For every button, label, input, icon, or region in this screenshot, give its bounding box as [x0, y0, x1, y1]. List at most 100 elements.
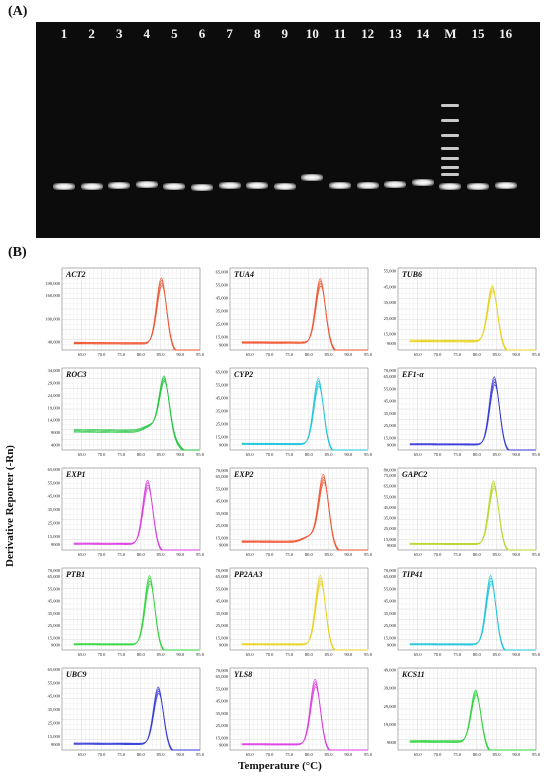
plot-frame: [61, 667, 201, 751]
melt-curve-svg: 65.0 70.0 75.0 80.0 85.0 90.0 95.0 9000 15,000 25…: [216, 667, 373, 757]
lane-label: 14: [416, 26, 430, 41]
gene-name: YLS8: [234, 670, 252, 679]
melt-curve-plot: 65.0 70.0 75.0 80.0 85.0 90.0 95.0 9000 15,000 25…: [204, 462, 374, 560]
ladder-band: [441, 173, 460, 177]
melt-curve-line: [241, 686, 368, 751]
y-tick-label: 34,000: [48, 368, 61, 374]
lane-label: 12: [361, 26, 375, 41]
y-tick-label: 9000: [51, 643, 61, 648]
pcr-band: [329, 181, 351, 189]
melt-curve-plot: 65.0 70.0 75.0 80.0 85.0 90.0 95.0 9000 15,000 25…: [36, 562, 206, 660]
melt-curve-svg: 65.0 70.0 75.0 80.0 85.0 90.0 95.0 9000 15,000 25…: [48, 467, 205, 557]
x-tick-label: 85.0: [493, 352, 502, 357]
y-tick-label: 39,000: [384, 686, 397, 692]
x-tick-label: 65.0: [246, 452, 255, 457]
ladder-band: [441, 134, 460, 138]
pcr-band: [163, 182, 186, 190]
x-tick-label: 80.0: [473, 652, 482, 657]
y-tick-label: 25,000: [48, 521, 61, 527]
melt-curve-plot: 65.0 70.0 75.0 80.0 85.0 90.0 95.0 9000 19,000 29…: [372, 662, 542, 760]
pcr-band: [356, 182, 379, 190]
melt-curve-svg: 65.0 70.0 75.0 80.0 85.0 90.0 95.0 9000 15,000 25…: [384, 367, 541, 457]
melt-curve-line: [409, 583, 536, 651]
lane-label: 6: [198, 26, 206, 41]
x-tick-label: 65.0: [414, 652, 423, 657]
y-tick-label: 35,000: [216, 408, 229, 414]
x-tick-label: 70.0: [265, 752, 274, 757]
x-tick-label: 70.0: [433, 652, 442, 657]
y-tick-label: 29,000: [384, 704, 397, 710]
x-tick-label: 70.0: [265, 352, 274, 357]
y-tick-label: 35,000: [216, 308, 229, 314]
x-tick-label: 95.0: [532, 752, 541, 757]
y-tick-label: 65,000: [48, 574, 61, 580]
gene-name: TIP41: [402, 570, 423, 579]
melt-curve-plot: 65.0 70.0 75.0 80.0 85.0 90.0 95.0 9000 15,000 25…: [372, 262, 542, 360]
y-tick-label: 19,000: [48, 405, 61, 411]
lane-label: 15: [471, 26, 485, 41]
melt-curve-plot: 65.0 70.0 75.0 80.0 85.0 90.0 95.0 9000 15,000 25…: [372, 462, 542, 560]
lane-label: 3: [115, 26, 123, 41]
y-tick-label: 49,000: [384, 667, 397, 673]
y-tick-label: 70,000: [384, 368, 397, 374]
x-tick-label: 70.0: [97, 452, 106, 457]
y-tick-label: 9000: [387, 643, 397, 648]
x-tick-label: 85.0: [493, 452, 502, 457]
y-tick-label: 70,000: [216, 568, 229, 574]
y-tick-label: 15,000: [216, 434, 229, 440]
plot-grid: [229, 467, 369, 551]
gene-name: ACT2: [65, 270, 86, 279]
x-tick-label: 95.0: [196, 352, 205, 357]
x-tick-label: 85.0: [157, 452, 166, 457]
y-tick-label: 55,000: [48, 586, 61, 592]
plot-frame: [61, 267, 201, 351]
pcr-band: [273, 182, 296, 190]
y-tick-label: 45,000: [216, 599, 229, 605]
y-tick-label: 9000: [51, 742, 61, 747]
x-tick-label: 70.0: [433, 752, 442, 757]
plot-grid: [397, 467, 537, 551]
melt-curve-svg: 65.0 70.0 75.0 80.0 85.0 90.0 95.0 40,000 100,00…: [45, 267, 205, 357]
x-tick-label: 90.0: [176, 352, 185, 357]
melt-curve-svg: 65.0 70.0 75.0 80.0 85.0 90.0 95.0 9000 15,000 25…: [48, 567, 205, 657]
lane-label: M: [444, 26, 457, 41]
y-tick-label: 4000: [51, 443, 61, 448]
x-tick-label: 65.0: [246, 352, 255, 357]
y-tick-label: 25,000: [216, 321, 229, 327]
pcr-band: [494, 182, 517, 190]
x-tick-label: 80.0: [305, 752, 314, 757]
y-tick-label: 45,000: [384, 284, 397, 290]
x-axis-label: Temperature (°C): [238, 760, 322, 772]
plot-grid: [61, 667, 201, 751]
x-tick-label: 85.0: [325, 652, 334, 657]
x-tick-label: 80.0: [473, 552, 482, 557]
y-tick-label: 25,000: [384, 423, 397, 429]
plot-grid: [61, 267, 201, 351]
x-tick-label: 75.0: [453, 652, 462, 657]
plot-grid: [61, 467, 201, 551]
y-tick-label: 45,000: [48, 599, 61, 605]
y-tick-label: 15,000: [216, 735, 229, 741]
y-tick-label: 35,000: [384, 411, 397, 417]
y-tick-label: 35,000: [384, 300, 397, 306]
melt-curve-plot: 65.0 70.0 75.0 80.0 85.0 90.0 95.0 9000 15,000 25…: [372, 562, 542, 660]
melt-curve-line: [73, 375, 200, 451]
x-tick-label: 70.0: [97, 652, 106, 657]
x-tick-label: 85.0: [157, 552, 166, 557]
lane-label: 11: [333, 26, 347, 41]
y-tick-label: 15,000: [384, 537, 397, 543]
y-tick-label: 35,000: [216, 711, 229, 717]
x-tick-label: 70.0: [265, 452, 274, 457]
x-tick-label: 80.0: [305, 452, 314, 457]
plot-grid: [397, 367, 537, 451]
plot-frame: [397, 467, 537, 551]
x-tick-label: 75.0: [117, 752, 126, 757]
lane-label: 10: [305, 26, 319, 41]
ladder-band: [441, 104, 460, 108]
y-tick-label: 25,000: [216, 421, 229, 427]
x-tick-label: 70.0: [97, 352, 106, 357]
melt-curve-svg: 65.0 70.0 75.0 80.0 85.0 90.0 95.0 9000 15,000 25…: [216, 367, 373, 457]
melt-curve-line: [73, 380, 200, 451]
x-tick-label: 80.0: [473, 352, 482, 357]
plot-frame: [229, 667, 369, 751]
